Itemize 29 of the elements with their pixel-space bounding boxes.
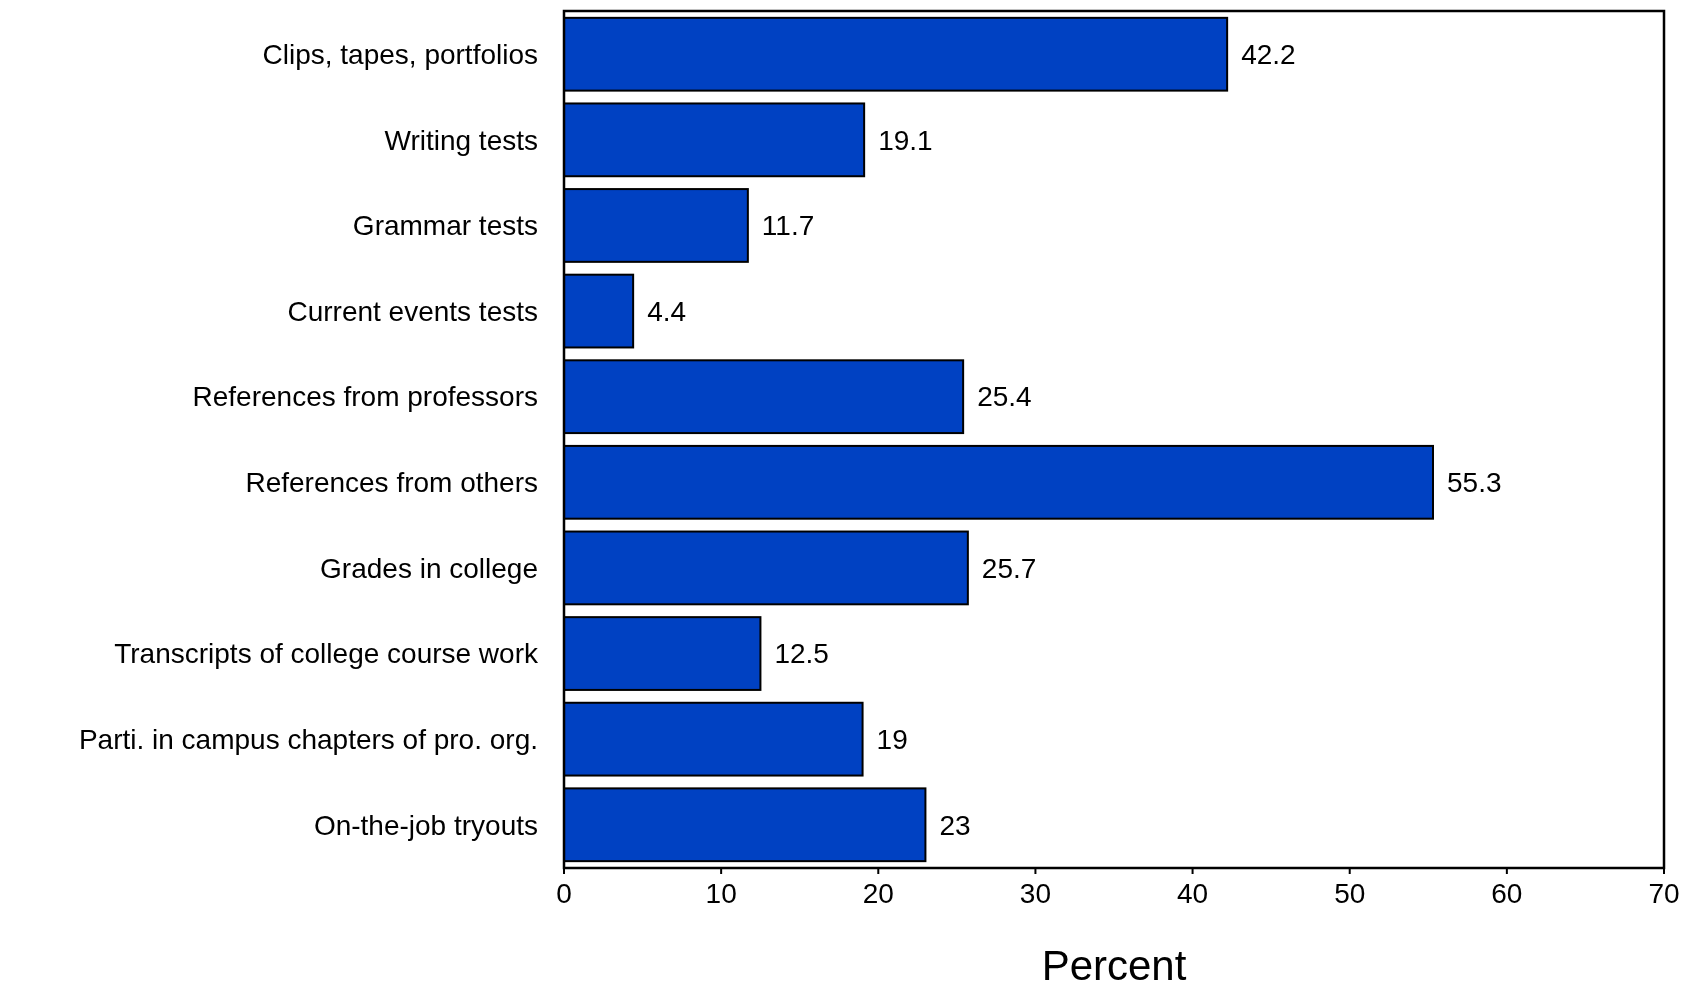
x-tick-label: 40 xyxy=(1176,878,1209,909)
y-tick-label: Grammar tests xyxy=(352,210,538,242)
data-label: 19.1 xyxy=(878,124,933,156)
y-tick-label: Current events tests xyxy=(287,295,538,327)
x-tick-label: 70 xyxy=(1648,878,1680,909)
data-label: 12.5 xyxy=(774,638,829,670)
x-tick-label: 50 xyxy=(1334,878,1366,909)
y-tick-label: Clips, tapes, portfolios xyxy=(262,39,538,71)
y-tick-label: References from professors xyxy=(192,381,538,413)
data-label: 23 xyxy=(939,809,971,841)
y-tick-label: Parti. in campus chapters of pro. org. xyxy=(78,723,538,755)
data-label: 4.4 xyxy=(647,295,687,327)
y-tick-label: Transcripts of college course work xyxy=(114,638,539,670)
y-tick-label: References from others xyxy=(245,467,538,499)
data-label: 25.7 xyxy=(981,552,1037,584)
data-label: 55.3 xyxy=(1447,467,1502,499)
y-tick-label: On-the-job tryouts xyxy=(313,809,538,841)
data-label: 25.4 xyxy=(977,381,1032,413)
x-tick-label: 60 xyxy=(1491,878,1523,909)
x-tick-label: 10 xyxy=(705,878,737,909)
data-label: 42.2 xyxy=(1241,39,1296,71)
data-label: 19 xyxy=(876,723,908,755)
x-axis-title: Percent xyxy=(1041,942,1187,989)
x-tick-label: 20 xyxy=(862,878,894,909)
x-tick-label: 30 xyxy=(1019,878,1052,909)
data-label: 11.7 xyxy=(761,210,815,242)
y-tick-label: Writing tests xyxy=(384,124,538,156)
y-tick-label: Grades in college xyxy=(320,552,538,584)
x-tick-label: 0 xyxy=(556,878,572,909)
